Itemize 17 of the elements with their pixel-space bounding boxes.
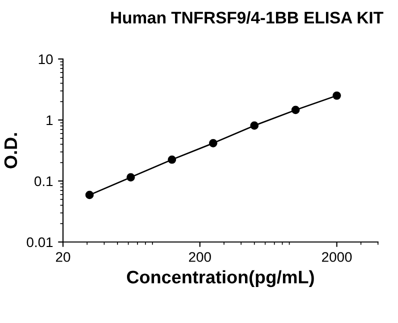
point: [291, 106, 300, 114]
point: [126, 173, 135, 182]
y-tick-label: 0.01: [26, 237, 53, 248]
point: [208, 139, 218, 148]
point: [250, 121, 259, 130]
x-tick-label: 20: [56, 252, 70, 262]
x-tick-label: 200: [189, 252, 211, 262]
x-tick-label: 2000: [322, 252, 352, 262]
y-axis-title: O.D.: [4, 133, 18, 168]
y-tick-label: 1: [46, 115, 53, 126]
point: [168, 155, 176, 164]
point: [85, 190, 94, 200]
y-tick-label: 10: [38, 54, 53, 64]
chart-title: Human TNFRSF9/4-1BB ELISA KIT: [111, 11, 384, 24]
y-tick-label: 0.1: [34, 176, 53, 186]
x-axis-title: Concentration(pg/mL): [126, 270, 314, 288]
point: [332, 91, 341, 100]
